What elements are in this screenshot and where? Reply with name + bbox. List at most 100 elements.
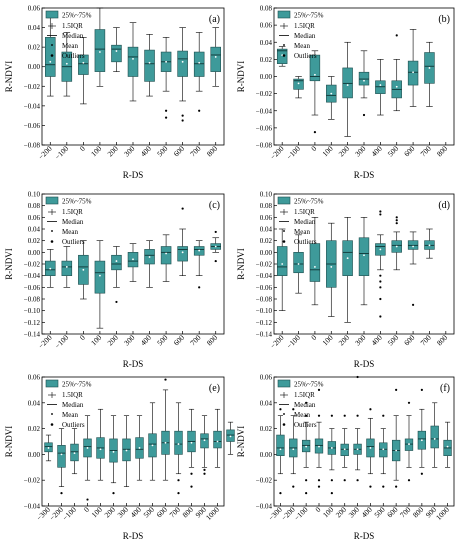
box-10 [424, 228, 435, 259]
iqr-box [78, 54, 89, 75]
mean-dot [428, 67, 431, 69]
x-tick-label: 500 [142, 505, 156, 519]
legend-swatch-mean [51, 230, 53, 232]
legend-entry: Outliers [62, 238, 85, 246]
x-tick-label: 600 [402, 333, 416, 347]
box-11 [174, 402, 183, 495]
y-tick-label: 0.04 [260, 399, 273, 407]
x-tick-label: 400 [129, 505, 143, 519]
x-tick-label: 500 [372, 505, 386, 519]
box-2 [293, 76, 304, 99]
box-7 [375, 210, 386, 318]
iqr-box [160, 246, 172, 265]
box-5 [96, 408, 105, 481]
mean-dot [148, 61, 151, 64]
outlier-point [190, 472, 193, 475]
legend: 25%~75% 1.5IQR Median Mean Outliers [45, 10, 92, 60]
box-12 [417, 388, 427, 475]
box-3 [70, 428, 79, 475]
box-11 [210, 230, 221, 263]
legend-entry: 1.5IQR [62, 208, 83, 216]
chart-panel-b: −0.08 −0.06 −0.04 −0.02 0.00 0.02 0.04 0.06 0.08… [236, 5, 455, 180]
box-5 [327, 414, 337, 495]
legend: 25%~75% 1.5IQR Median Mean Outliers [277, 196, 324, 246]
legend-entry: Mean [62, 228, 78, 236]
y-tick-label: −0.10 [24, 307, 41, 315]
outlier-point [379, 297, 382, 301]
chart-panel-f: −0.04−0.020.000.020.040.06−300−200−100 01… [236, 374, 455, 541]
y-tick-label: −0.02 [256, 261, 273, 269]
legend-entry: 1.5IQR [294, 22, 315, 30]
box-1 [45, 249, 56, 288]
y-tick-label: −0.08 [256, 142, 273, 150]
mean-dot [82, 268, 85, 271]
outlier-point [214, 259, 217, 263]
x-tick-label: 700 [168, 505, 182, 519]
y-tick-label: −0.04 [256, 272, 273, 280]
outlier-point [356, 375, 359, 379]
x-tick-label: 1000 [434, 505, 451, 522]
mean-dot [99, 274, 101, 277]
outlier-point [317, 414, 321, 417]
outlier-point [379, 315, 382, 318]
x-tick-label: 200 [334, 505, 348, 519]
y-tick-label: −0.10 [256, 307, 273, 315]
outlier-point [395, 219, 398, 222]
outlier-point [86, 498, 89, 501]
box-4 [83, 415, 92, 501]
x-tick-label: 300 [353, 333, 367, 347]
box-9 [379, 414, 388, 488]
y-tick-label: −0.08 [24, 296, 41, 304]
legend-swatch-mean [283, 44, 285, 46]
x-tick-label: 200 [103, 505, 117, 519]
mean-dot [73, 452, 76, 455]
iqr-box [45, 37, 56, 77]
x-tick-label: 100 [89, 144, 103, 158]
box-4 [326, 76, 337, 120]
legend-entry: Outliers [294, 52, 317, 60]
y-tick-label: 0.02 [28, 425, 41, 433]
outlier-point [330, 479, 333, 482]
iqr-box [358, 71, 370, 86]
outlier-point [214, 230, 217, 234]
legend-entry: Mean [294, 42, 310, 50]
mean-dot [330, 92, 333, 95]
outlier-point [369, 485, 372, 488]
legend-entry: 25%~75% [294, 381, 324, 389]
x-tick-label: 300 [116, 505, 130, 519]
legend-entry: Mean [62, 42, 78, 50]
box-10 [161, 378, 170, 481]
mean-dot [214, 245, 217, 248]
outlier-point [313, 131, 317, 134]
outlier-point [369, 408, 372, 411]
x-tick-label: 300 [122, 333, 136, 347]
x-tick-label: 400 [139, 144, 153, 158]
mean-dot [433, 438, 436, 440]
x-axis-title: R-DS [354, 170, 375, 180]
outlier-point [317, 479, 321, 482]
box-1 [45, 17, 56, 97]
box-8 [135, 415, 144, 481]
mean-dot [314, 266, 316, 268]
y-axis-title: R-NDVI [236, 426, 246, 458]
y-tick-label: 0.00 [28, 249, 41, 257]
x-tick-label: 0 [78, 144, 87, 153]
x-tick-label: −100 [53, 144, 70, 161]
box-3 [309, 217, 321, 306]
box-3 [309, 50, 321, 134]
outlier-point [330, 414, 333, 417]
mean-dot [164, 441, 167, 444]
box-5 [111, 246, 122, 304]
x-tick-label: 200 [106, 144, 120, 158]
box-13 [200, 415, 209, 475]
mean-dot [65, 62, 68, 65]
mean-dot [229, 435, 232, 438]
mean-dot [292, 448, 295, 451]
x-tick-label: 100 [89, 333, 103, 347]
box-6 [340, 414, 349, 482]
box-7 [122, 415, 131, 487]
box-7 [375, 59, 386, 116]
mean-dot [82, 61, 85, 64]
box-9 [177, 27, 188, 122]
mean-dot [382, 448, 385, 451]
